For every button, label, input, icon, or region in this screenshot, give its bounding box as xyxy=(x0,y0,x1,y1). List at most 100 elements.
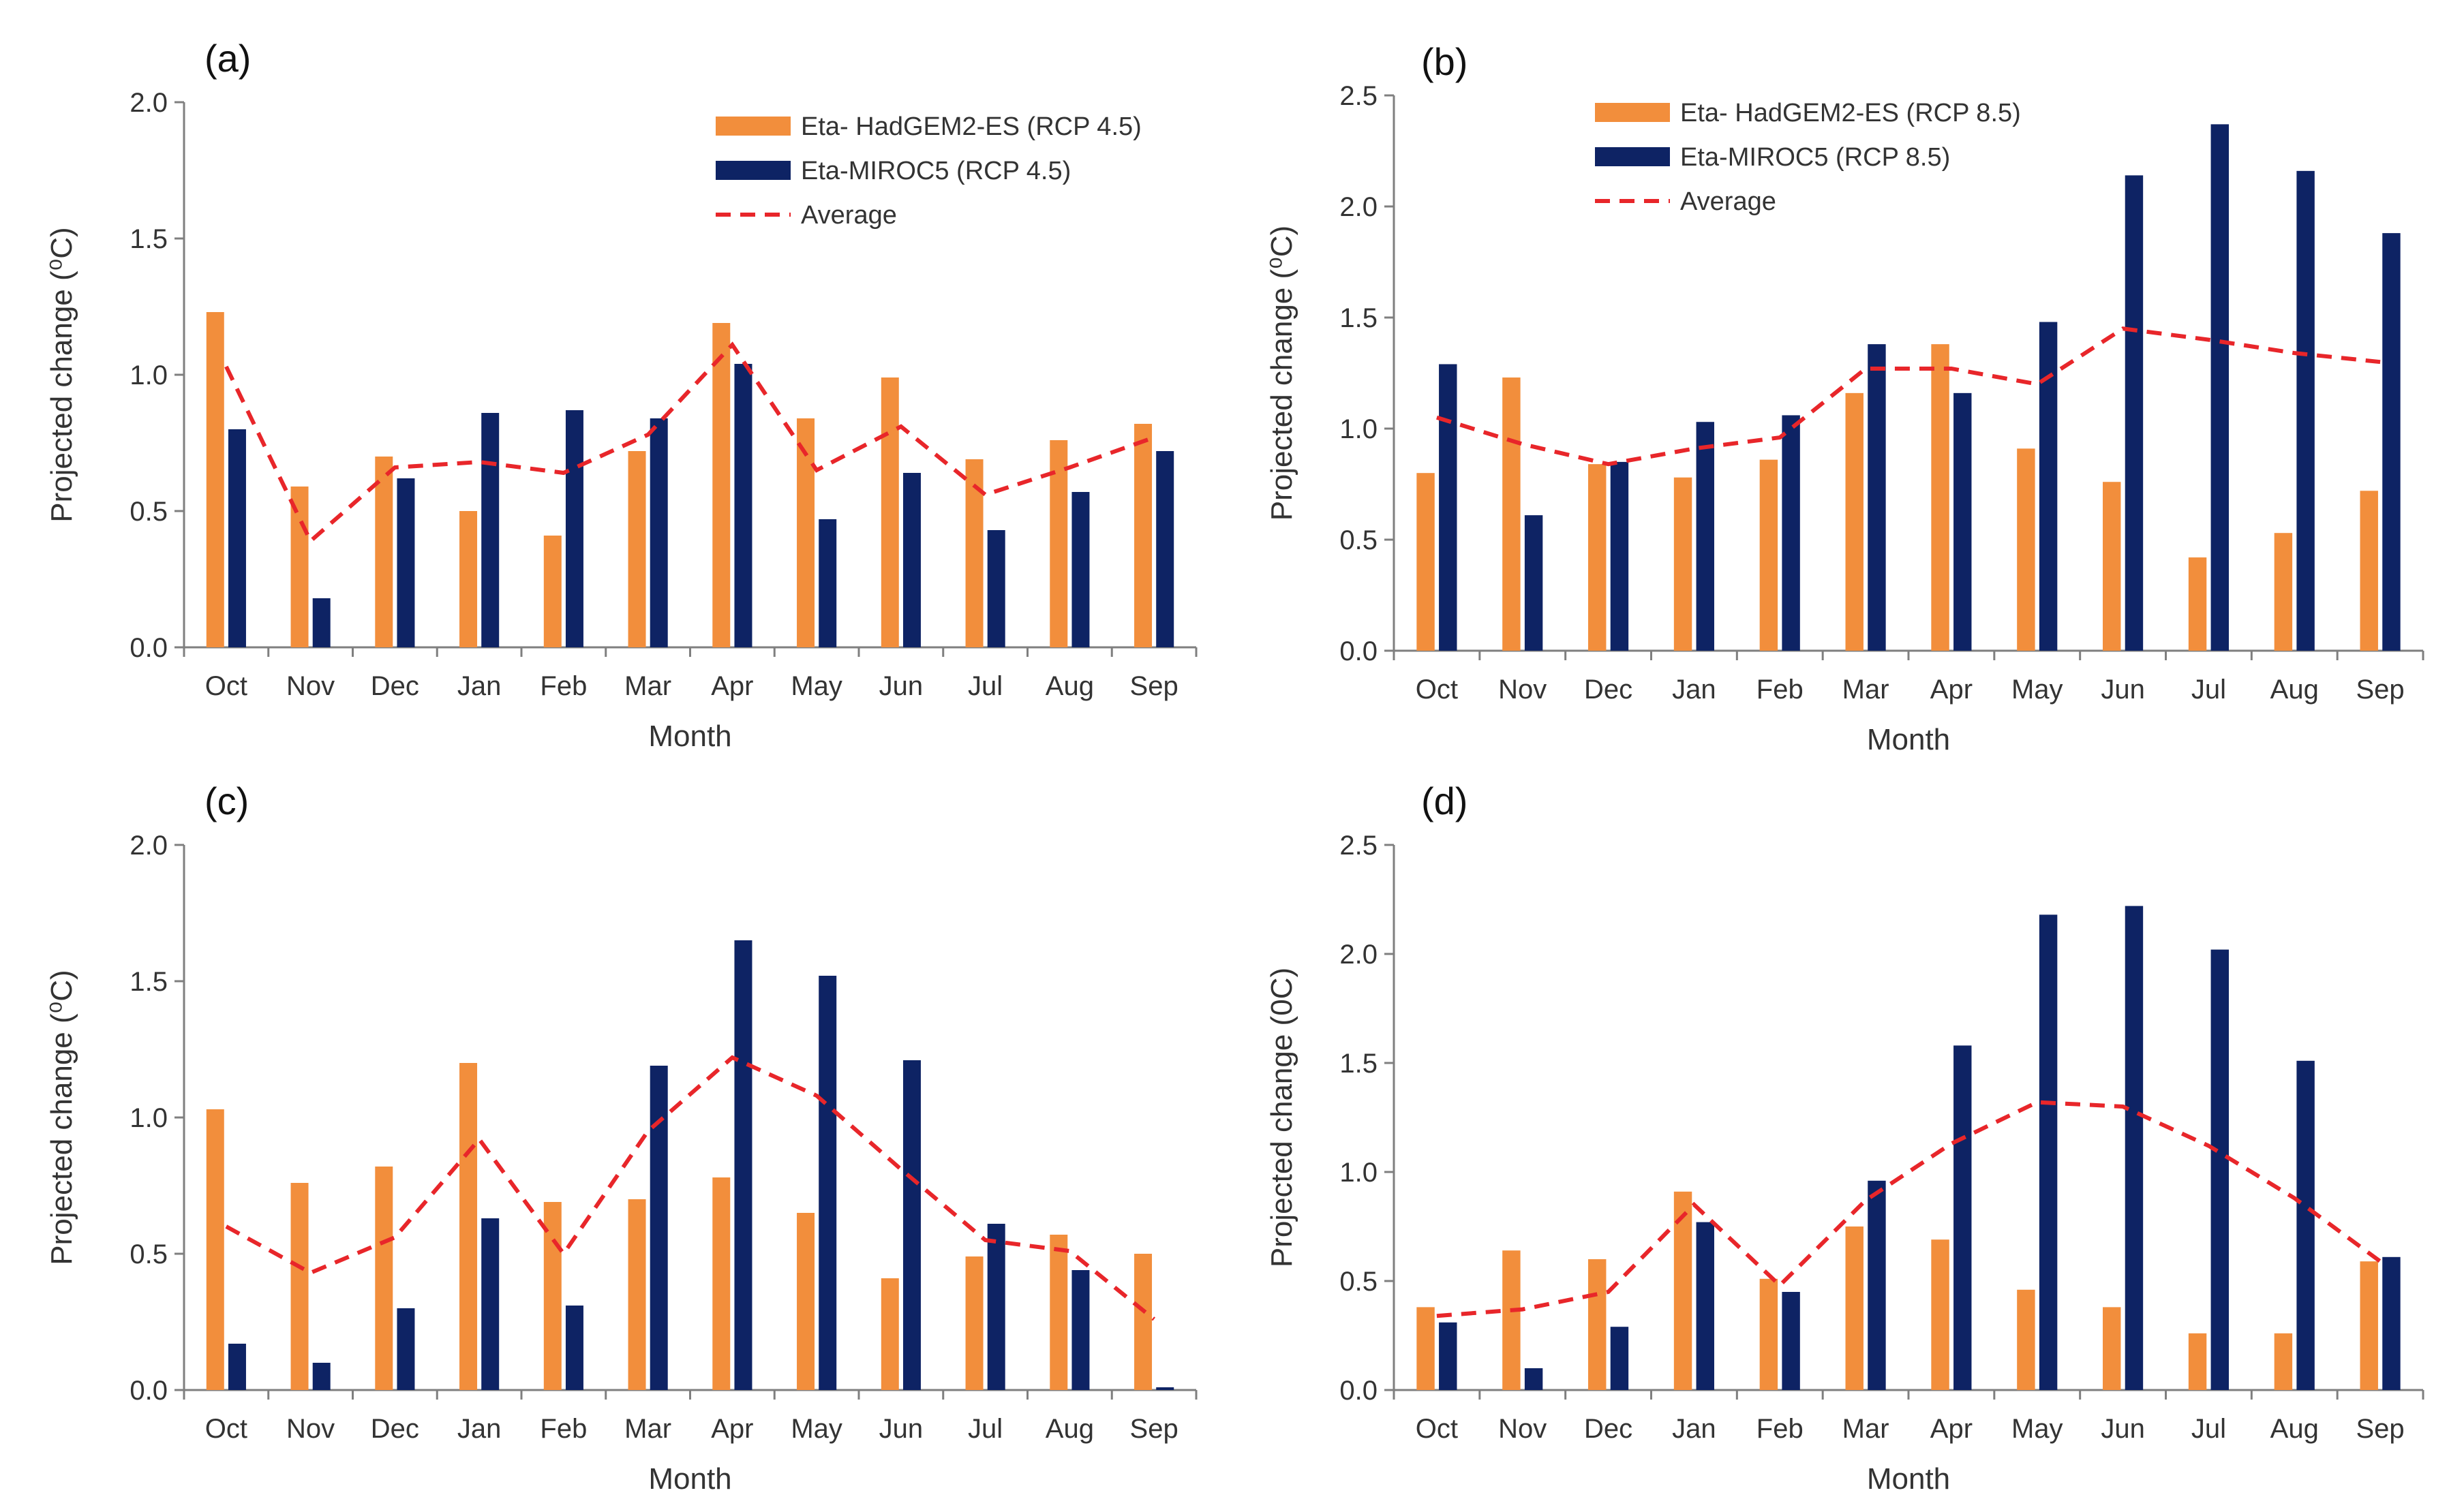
x-tick-label-aug: Aug xyxy=(1046,1414,1094,1444)
bar-hadgem-may xyxy=(2017,448,2035,651)
x-axis-title: Month xyxy=(648,1462,731,1496)
y-tick-label: 0.0 xyxy=(130,1376,168,1406)
bar-miroc-oct xyxy=(228,429,246,647)
legend-label-hadgem: Eta- HadGEM2-ES (RCP 8.5) xyxy=(1680,99,2021,127)
bar-hadgem-jul xyxy=(2188,1333,2207,1390)
x-tick-label-jun: Jun xyxy=(2101,1414,2145,1444)
legend-swatch-hadgem xyxy=(716,117,791,136)
chart-panel-b: 0.0 0.5 1.0 1.5 2.0 2.5 Oct Nov Dec Jan Feb Mar Apr M… xyxy=(1265,40,2424,756)
bar-miroc-jan xyxy=(1696,422,1714,651)
y-tick-label: 2.5 xyxy=(1339,831,1378,861)
bar-miroc-aug xyxy=(2296,1060,2315,1390)
x-tick-label-apr: Apr xyxy=(711,1414,753,1444)
x-tick-label-dec: Dec xyxy=(1584,1414,1632,1444)
y-tick-label: 0.5 xyxy=(1339,1267,1378,1297)
bar-miroc-jul xyxy=(2210,949,2229,1390)
average-line xyxy=(1436,326,2381,467)
bar-miroc-mar xyxy=(1868,344,1886,651)
bar-miroc-jun xyxy=(2125,906,2144,1390)
x-tick-label-mar: Mar xyxy=(624,671,671,701)
x-tick-label-dec: Dec xyxy=(1584,675,1632,705)
bar-hadgem-feb xyxy=(1759,1278,1778,1390)
y-tick-label: 2.0 xyxy=(1339,192,1378,222)
y-tick-label: 2.0 xyxy=(130,88,168,118)
x-tick-label-aug: Aug xyxy=(2270,675,2319,705)
legend-label-average: Average xyxy=(1680,187,1776,216)
average-line xyxy=(224,341,1155,544)
x-tick-label-oct: Oct xyxy=(1416,1414,1458,1444)
chart-panel-a: 0.0 0.5 1.0 1.5 2.0 Oct Nov Dec Jan Feb Mar Apr May J… xyxy=(45,37,1198,753)
bar-miroc-oct xyxy=(228,1344,246,1390)
x-tick-label-apr: Apr xyxy=(1930,1414,1973,1444)
x-tick-label-sep: Sep xyxy=(2356,1414,2404,1444)
bar-miroc-jun xyxy=(902,473,921,647)
average-line xyxy=(1436,1100,2382,1318)
x-axis-title: Month xyxy=(1867,1462,1950,1496)
bar-miroc-sep xyxy=(1156,451,1174,647)
x-tick-label-jul: Jul xyxy=(2191,1414,2226,1444)
x-tick-label-feb: Feb xyxy=(540,671,587,701)
bar-miroc-dec xyxy=(1610,1327,1629,1390)
x-tick-label-may: May xyxy=(791,1414,842,1444)
x-tick-label-aug: Aug xyxy=(1046,671,1094,701)
bar-hadgem-feb xyxy=(543,1202,562,1390)
bar-miroc-apr xyxy=(1953,392,1972,651)
y-tick-label: 2.5 xyxy=(1339,81,1378,111)
x-tick-label-jun: Jun xyxy=(879,1414,924,1444)
x-tick-label-jan: Jan xyxy=(457,1414,502,1444)
bar-miroc-oct xyxy=(1439,364,1457,651)
bar-hadgem-aug xyxy=(1050,1235,1068,1390)
bar-hadgem-aug xyxy=(2274,533,2293,651)
bar-hadgem-jun xyxy=(2103,1307,2121,1390)
bar-hadgem-sep xyxy=(1134,424,1153,647)
y-tick-label: 0.0 xyxy=(1339,636,1378,666)
bar-hadgem-jan xyxy=(1673,1191,1692,1390)
x-tick-label-oct: Oct xyxy=(205,1414,247,1444)
bar-hadgem-feb xyxy=(1759,459,1778,651)
bar-miroc-jul xyxy=(987,530,1005,647)
bar-hadgem-mar xyxy=(628,451,646,647)
bar-miroc-may xyxy=(819,976,837,1390)
x-tick-label-nov: Nov xyxy=(1498,1414,1547,1444)
y-tick-label: 0.5 xyxy=(130,497,168,527)
x-tick-label-dec: Dec xyxy=(371,1414,419,1444)
bar-hadgem-may xyxy=(797,418,815,647)
bar-miroc-nov xyxy=(1524,515,1543,651)
bar-hadgem-jul xyxy=(2188,557,2207,651)
legend: Eta- HadGEM2-ES (RCP 8.5) Eta-MIROC5 (RCP… xyxy=(1595,99,2021,216)
bar-hadgem-mar xyxy=(1845,1226,1864,1390)
y-tick-label: 0.5 xyxy=(130,1239,168,1269)
legend: Eta- HadGEM2-ES (RCP 4.5) Eta-MIROC5 (RCP… xyxy=(716,112,1142,230)
bar-hadgem-nov xyxy=(290,1183,309,1390)
bar-hadgem-nov xyxy=(290,487,309,647)
bar-miroc-jun xyxy=(2125,175,2144,651)
x-tick-label-jan: Jan xyxy=(1672,675,1716,705)
x-tick-label-aug: Aug xyxy=(2270,1414,2319,1444)
bar-hadgem-jun xyxy=(881,377,899,647)
bar-miroc-nov xyxy=(312,1363,331,1390)
y-axis-title: Projected change (⁰C) xyxy=(45,970,78,1265)
y-axis-title: Projected change (⁰C) xyxy=(1265,226,1298,521)
y-tick-label: 1.5 xyxy=(1339,1049,1378,1079)
y-tick-label: 1.5 xyxy=(1339,303,1378,333)
x-tick-label-mar: Mar xyxy=(1842,1414,1889,1444)
bar-hadgem-dec xyxy=(375,457,393,647)
x-tick-label-jan: Jan xyxy=(457,671,502,701)
chart-panel-c: 0.0 0.5 1.0 1.5 2.0 Oct Nov Dec Jan Feb Mar Apr May J… xyxy=(45,780,1198,1496)
x-tick-label-oct: Oct xyxy=(205,671,247,701)
x-axis-title: Month xyxy=(1867,723,1950,756)
bar-miroc-feb xyxy=(1782,1292,1800,1390)
bar-miroc-mar xyxy=(650,1066,668,1390)
x-tick-label-nov: Nov xyxy=(286,1414,335,1444)
y-tick-label: 2.0 xyxy=(130,831,168,861)
bar-miroc-aug xyxy=(1071,1270,1090,1390)
bar-hadgem-jan xyxy=(459,511,478,647)
x-tick-label-mar: Mar xyxy=(624,1414,671,1444)
y-tick-label: 0.0 xyxy=(130,633,168,663)
bar-miroc-mar xyxy=(1868,1180,1886,1390)
panel-label: (c) xyxy=(204,780,249,822)
bar-miroc-apr xyxy=(734,940,752,1390)
bar-miroc-may xyxy=(2039,914,2058,1390)
legend-swatch-miroc xyxy=(1595,147,1670,166)
bar-hadgem-jan xyxy=(1673,477,1692,651)
